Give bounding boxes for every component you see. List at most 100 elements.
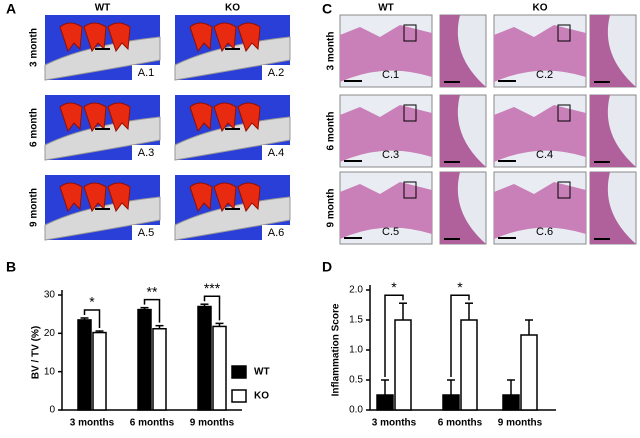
legend-swatch bbox=[231, 389, 247, 403]
tile-label: C.3 bbox=[382, 149, 399, 161]
row-label: 3 month bbox=[29, 28, 40, 67]
tissue bbox=[494, 105, 586, 162]
y-axis-label: Inflammation Score bbox=[331, 303, 342, 396]
column-header: WT bbox=[378, 3, 394, 14]
tooth bbox=[237, 22, 261, 53]
panel-label: B bbox=[6, 259, 16, 275]
tooth bbox=[237, 102, 261, 133]
tile-label: C.6 bbox=[536, 226, 553, 238]
tissue-zoom bbox=[590, 95, 636, 167]
bone bbox=[44, 36, 161, 81]
bone bbox=[44, 196, 161, 241]
y-tick-label: 30 bbox=[44, 290, 56, 301]
legend-swatch bbox=[231, 365, 247, 379]
bar bbox=[92, 331, 107, 411]
tile-label: C.4 bbox=[536, 149, 553, 161]
roi-box bbox=[557, 181, 571, 199]
y-axis-label: BV / TV (%) bbox=[31, 326, 42, 379]
x-tick-label: 3 months bbox=[70, 418, 115, 429]
significance-mark: * bbox=[89, 294, 95, 310]
significance-mark: * bbox=[391, 279, 397, 295]
tissue bbox=[494, 182, 586, 239]
x-tick-label: 6 months bbox=[130, 418, 175, 429]
legend-label: KO bbox=[254, 391, 269, 402]
bone bbox=[174, 196, 291, 241]
tile-label-bg bbox=[262, 145, 290, 160]
x-tick-label: 9 months bbox=[498, 418, 543, 429]
significance-bracket bbox=[203, 295, 221, 321]
tissue bbox=[494, 25, 586, 82]
tissue-zoom bbox=[440, 15, 486, 87]
tooth bbox=[189, 102, 213, 133]
row-label: 6 month bbox=[29, 108, 40, 147]
tissue bbox=[340, 105, 432, 162]
tissue-zoom bbox=[440, 95, 486, 167]
tooth bbox=[189, 182, 213, 213]
bar bbox=[77, 319, 92, 411]
tile-label: A.4 bbox=[268, 147, 285, 159]
tile-label: A.1 bbox=[138, 67, 155, 79]
significance-bracket bbox=[143, 298, 161, 323]
column-header: KO bbox=[533, 3, 548, 14]
tooth bbox=[59, 22, 83, 53]
y-tick-label: 0.0 bbox=[349, 405, 363, 416]
tile-label-bg bbox=[132, 225, 160, 240]
tile-label: C.1 bbox=[382, 69, 399, 81]
tile-label: C.5 bbox=[382, 226, 399, 238]
significance-mark: *** bbox=[204, 280, 221, 296]
tile-label-bg bbox=[262, 65, 290, 80]
tooth bbox=[107, 102, 131, 133]
roi-box bbox=[403, 24, 417, 42]
bar bbox=[502, 394, 520, 411]
tooth bbox=[107, 22, 131, 53]
significance-mark: * bbox=[457, 279, 463, 295]
bar bbox=[376, 394, 394, 411]
bar bbox=[460, 319, 478, 411]
roi-box bbox=[557, 104, 571, 122]
tissue-zoom bbox=[590, 172, 636, 244]
tooth bbox=[59, 102, 83, 133]
tile-label-bg bbox=[132, 145, 160, 160]
row-label: 6 month bbox=[326, 112, 337, 151]
tile-label: A.2 bbox=[268, 67, 285, 79]
panel-label: C bbox=[322, 1, 332, 17]
column-header: KO bbox=[225, 3, 240, 14]
tile-label: A.5 bbox=[138, 227, 155, 239]
tile-label-bg bbox=[132, 65, 160, 80]
tooth bbox=[237, 182, 261, 213]
bar bbox=[212, 325, 227, 411]
x-tick-label: 6 months bbox=[438, 418, 483, 429]
tooth bbox=[83, 102, 107, 133]
row-label: 9 month bbox=[326, 189, 337, 228]
significance-mark: ** bbox=[147, 283, 158, 299]
roi-box bbox=[403, 181, 417, 199]
significance-bracket bbox=[450, 294, 470, 377]
bar bbox=[137, 308, 152, 411]
tooth bbox=[189, 22, 213, 53]
y-tick-label: 1.0 bbox=[349, 345, 363, 356]
y-tick-label: 10 bbox=[44, 366, 56, 377]
significance-bracket bbox=[83, 309, 101, 329]
roi-box bbox=[403, 104, 417, 122]
tooth bbox=[59, 182, 83, 213]
tile-label: A.3 bbox=[138, 147, 155, 159]
y-tick-label: 2.0 bbox=[349, 285, 363, 296]
bar bbox=[197, 305, 212, 411]
bone bbox=[174, 116, 291, 161]
column-header: WT bbox=[95, 3, 111, 14]
tile-label: C.2 bbox=[536, 69, 553, 81]
x-tick-label: 3 months bbox=[372, 418, 417, 429]
tile-label-bg bbox=[262, 225, 290, 240]
tooth bbox=[83, 22, 107, 53]
legend-label: WT bbox=[254, 367, 270, 378]
row-label: 9 month bbox=[29, 188, 40, 227]
bar bbox=[152, 327, 167, 411]
tooth bbox=[213, 182, 237, 213]
bone bbox=[174, 36, 291, 81]
tissue-zoom bbox=[590, 15, 636, 87]
tooth bbox=[213, 22, 237, 53]
row-label: 3 month bbox=[326, 32, 337, 71]
tissue-zoom bbox=[440, 172, 486, 244]
tooth bbox=[107, 182, 131, 213]
